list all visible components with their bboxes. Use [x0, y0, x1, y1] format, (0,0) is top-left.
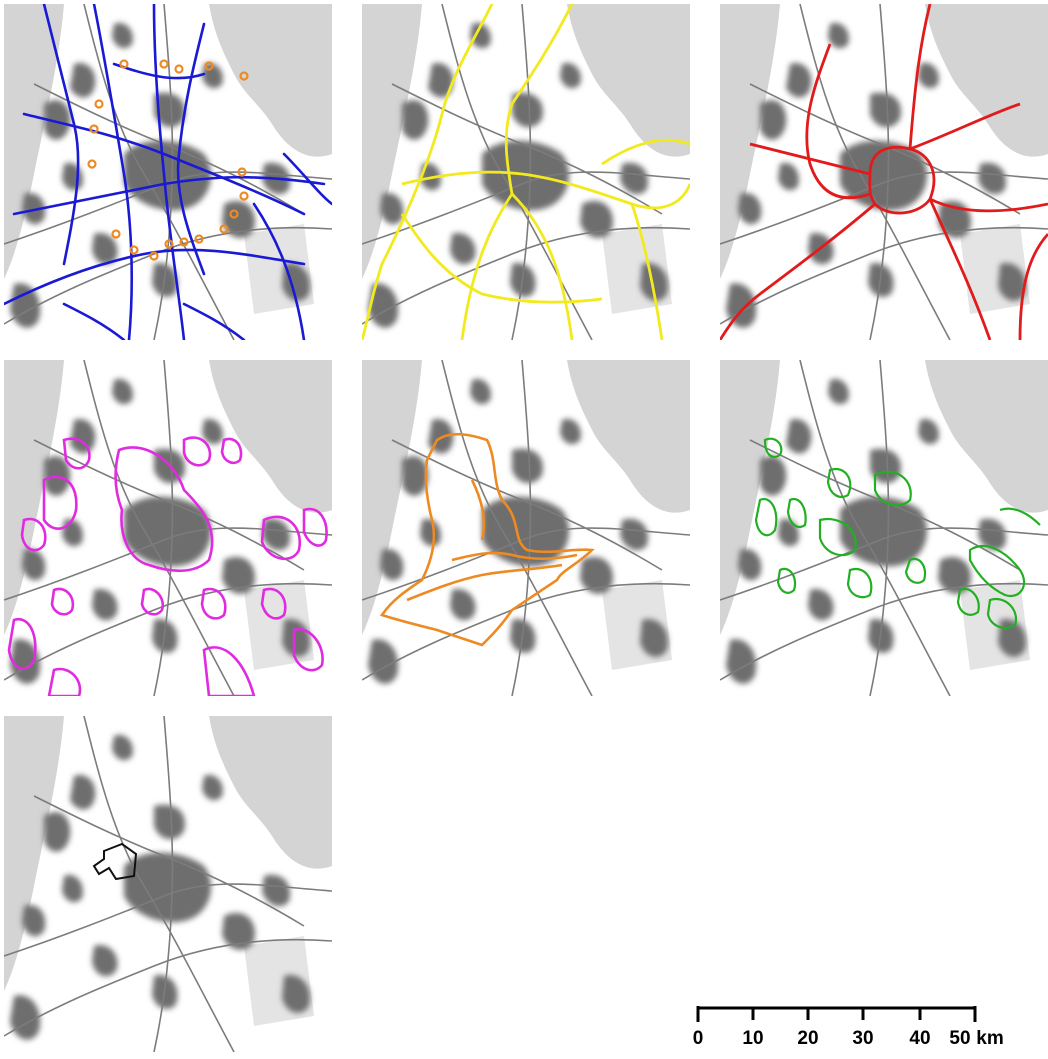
scale-tick-0: 0	[693, 1028, 704, 1049]
map-panel-ringroads	[720, 4, 1048, 340]
map-panel-site	[4, 716, 332, 1052]
map-panel-contour	[362, 360, 690, 696]
scale-bar: 0 10 20 30 40 50 km	[690, 1000, 1030, 1050]
scale-tick-30: 30	[852, 1028, 873, 1049]
scale-tick-20: 20	[797, 1028, 818, 1049]
map-panel-urban	[4, 360, 332, 696]
map-panel-roads	[4, 4, 332, 340]
scale-tick-40: 40	[909, 1028, 930, 1049]
scale-unit: km	[976, 1028, 1003, 1049]
scale-tick-10: 10	[742, 1028, 763, 1049]
scale-tick-50: 50	[949, 1028, 970, 1049]
map-panel-green	[720, 360, 1048, 696]
map-panel-highways	[362, 4, 690, 340]
